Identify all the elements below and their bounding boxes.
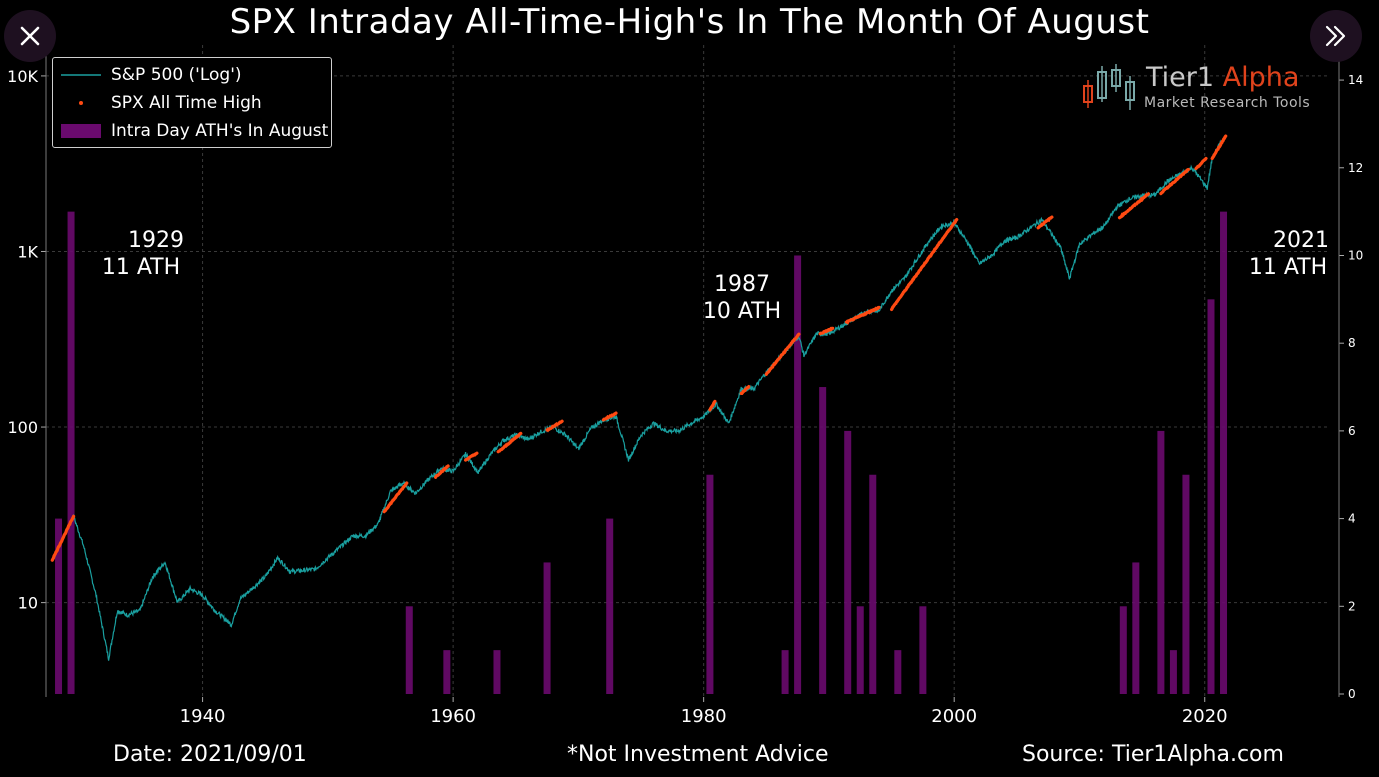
bar-1980 [706, 474, 714, 694]
annotation-2021-year: 2021 [1273, 228, 1329, 253]
y-left-tick-label: 10 [18, 594, 38, 613]
legend-label-ath: SPX All Time High [111, 93, 262, 113]
ath-segment-4 [496, 431, 523, 454]
y-right-tick-label: 8 [1348, 336, 1356, 350]
annotation-2021: 2021 11 ATH [1243, 227, 1333, 281]
footer-date: Date: 2021/09/01 [113, 742, 307, 767]
bar-1929 [67, 211, 75, 694]
close-button[interactable] [4, 10, 56, 62]
bar-2013 [1119, 606, 1127, 694]
bar-1992 [856, 606, 864, 694]
bar-2014 [1132, 562, 1140, 694]
legend-ath-swatch [61, 100, 101, 106]
ath-segment-1 [382, 481, 409, 514]
ath-segment-2 [434, 464, 450, 479]
bar-2018 [1182, 474, 1190, 694]
ath-segment-13 [1036, 215, 1054, 230]
bar-1986 [781, 650, 789, 694]
x-tick-label: 1960 [430, 706, 476, 727]
ath-series [50, 134, 1228, 562]
bar-1963 [493, 650, 501, 694]
ath-segment-12 [890, 218, 959, 312]
bar-2017 [1169, 650, 1177, 694]
line-series [51, 135, 1226, 661]
x-tick-label: 1940 [180, 706, 226, 727]
y-right-tick-label: 0 [1348, 687, 1356, 701]
legend-item-line: S&P 500 ('Log') [53, 63, 242, 87]
bar-1993 [869, 474, 877, 694]
annotation-1987-year: 1987 [714, 272, 770, 297]
ath-segment-6 [601, 411, 618, 422]
next-button[interactable] [1310, 10, 1362, 62]
logo-name-main: Tier1 [1146, 62, 1223, 93]
y-left-tick-label: 1K [17, 242, 38, 261]
bar-1972 [606, 518, 614, 694]
bar-1991 [844, 430, 852, 694]
bar-1959 [443, 650, 451, 694]
bar-series [55, 211, 1228, 694]
bar-1928 [55, 518, 63, 694]
y-left-tick-label: 10K [7, 67, 38, 86]
x-tick-label: 1980 [681, 706, 727, 727]
annotation-1929: 1929 11 ATH [96, 227, 186, 281]
bar-1995 [894, 650, 902, 694]
legend-label-line: S&P 500 ('Log') [111, 65, 242, 85]
ath-segment-0 [50, 514, 76, 562]
y-right-tick-label: 12 [1348, 161, 1363, 175]
logo-wordmark: Tier1 Alpha [1146, 62, 1299, 93]
x-tick-label: 2020 [1182, 706, 1228, 727]
y-right-tick-label: 14 [1348, 73, 1363, 87]
annotation-1987: 1987 10 ATH [697, 271, 787, 325]
bar-1989 [819, 387, 827, 694]
double-chevron-right-icon [1325, 25, 1346, 47]
y-right-tick-label: 4 [1348, 512, 1356, 526]
ath-segment-5 [545, 419, 564, 433]
y-right-tick-label: 10 [1348, 248, 1363, 262]
ath-segment-16 [1194, 156, 1208, 171]
bar-1956 [405, 606, 413, 694]
annotation-1929-count: 11 ATH [101, 255, 181, 280]
annotation-1929-year: 1929 [128, 228, 184, 253]
y-left-tick-label: 100 [7, 418, 38, 437]
ath-segment-17 [1210, 134, 1228, 161]
bar-2020 [1207, 299, 1215, 694]
sp500-line [51, 135, 1226, 661]
ath-segment-11 [844, 305, 881, 325]
ath-segment-15 [1159, 167, 1190, 196]
ath-segment-10 [818, 326, 835, 336]
ath-segment-7 [708, 399, 717, 412]
annotation-1987-count: 10 ATH [702, 299, 782, 324]
footer-disclaimer: *Not Investment Advice [567, 742, 829, 767]
chart-title: SPX Intraday All-Time-High's In The Mont… [229, 2, 1150, 42]
candlestick-icon [1083, 64, 1135, 110]
legend-item-ath: SPX All Time High [53, 91, 262, 115]
legend-label-bars: Intra Day ATH's In August [111, 121, 329, 141]
y-right-tick-label: 2 [1348, 599, 1356, 613]
bar-1987 [794, 255, 802, 694]
legend-line-swatch [61, 72, 101, 78]
legend-bars-swatch [61, 124, 101, 138]
annotation-2021-count: 11 ATH [1248, 255, 1328, 280]
bar-2021 [1220, 211, 1228, 694]
ath-segment-8 [739, 385, 751, 395]
footer-source: Source: Tier1Alpha.com [1022, 742, 1284, 767]
chart-legend: S&P 500 ('Log') SPX All Time High Intra … [52, 57, 332, 148]
legend-item-bars: Intra Day ATH's In August [53, 119, 328, 143]
bar-1967 [543, 562, 551, 694]
x-tick-label: 2000 [931, 706, 977, 727]
ath-segment-14 [1117, 192, 1150, 220]
bar-2016 [1157, 430, 1165, 694]
axes: 1940 1960 1980 2000 2020 10 100 1K 10K 0 2 4 6 8 10 12 1… [7, 45, 1363, 727]
logo-tagline: Market Research Tools [1144, 95, 1311, 111]
ath-segment-9 [764, 332, 801, 376]
close-icon [20, 26, 40, 46]
logo-name-accent: Alpha [1222, 62, 1300, 93]
y-right-tick-label: 6 [1348, 424, 1356, 438]
ath-segment-3 [464, 451, 479, 462]
bar-1997 [919, 606, 927, 694]
tier1-alpha-logo: Tier1 Alpha Market Research Tools [1080, 62, 1320, 114]
